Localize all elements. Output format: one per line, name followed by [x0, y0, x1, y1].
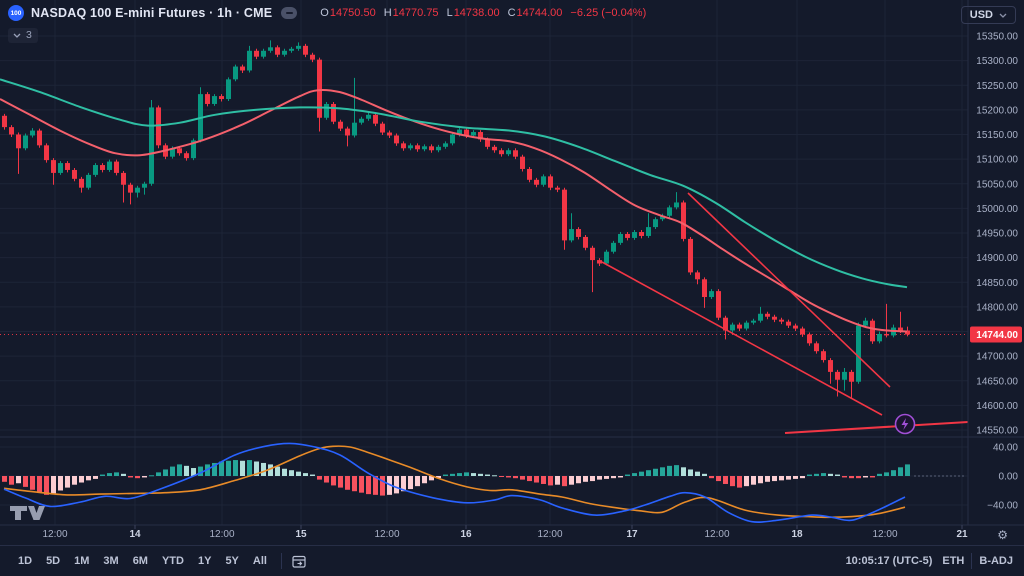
- trendline-upper[interactable]: [687, 192, 891, 388]
- symbol-title[interactable]: NASDAQ 100 E-mini Futures · 1h · CME: [31, 6, 273, 20]
- clock[interactable]: 10:05:17 (UTC-5): [845, 555, 933, 567]
- close-value: 14744.00: [516, 7, 563, 19]
- svg-text:14700.00: 14700.00: [976, 352, 1018, 363]
- chevron-down-icon: [13, 33, 21, 38]
- symbol-logo-badge: 100: [8, 5, 24, 21]
- session-eth[interactable]: ETH: [942, 555, 965, 567]
- indicators-collapse-toggle[interactable]: 3: [8, 28, 38, 43]
- svg-text:15200.00: 15200.00: [976, 105, 1018, 116]
- svg-text:12:00: 12:00: [42, 529, 67, 540]
- plot-layers: [0, 40, 968, 523]
- bottom-toolbar: 1D 5D 1M 3M 6M YTD 1Y 5Y All 10:05:17 (UTC-5) ET…: [0, 545, 1024, 576]
- svg-text:12:00: 12:00: [872, 529, 897, 540]
- svg-text:15150.00: 15150.00: [976, 130, 1018, 141]
- toolbar-status: 10:05:17 (UTC-5) ETH B-ADJ: [836, 553, 1013, 569]
- svg-text:12:00: 12:00: [537, 529, 562, 540]
- chart-area[interactable]: 15350.00 15300.00 15250.00 15200.00 15150.00…: [0, 0, 1024, 545]
- svg-text:14850.00: 14850.00: [976, 278, 1018, 289]
- macd-histogram[interactable]: [2, 460, 910, 496]
- trendline-lower[interactable]: [601, 261, 883, 416]
- svg-text:15300.00: 15300.00: [976, 56, 1018, 67]
- svg-text:14950.00: 14950.00: [976, 229, 1018, 240]
- svg-text:15: 15: [295, 529, 307, 540]
- macd-line[interactable]: [3, 442, 906, 523]
- price-axis-labels[interactable]: 15350.00 15300.00 15250.00 15200.00 15150.00…: [976, 32, 1018, 512]
- visibility-toggle-icon[interactable]: [281, 7, 298, 19]
- change-value: −6.25 (−0.04%): [570, 7, 647, 19]
- ma-slow-line[interactable]: [0, 78, 908, 289]
- tradingview-watermark: [10, 506, 45, 520]
- ohlc-readout: O 14750.50 H 14770.75 L 14738.00 C 14744.00 …: [320, 7, 646, 19]
- range-button-ytd[interactable]: YTD: [161, 555, 184, 567]
- go-to-date-button[interactable]: [291, 553, 308, 570]
- lightning-icon: [901, 418, 909, 430]
- low-value: 14738.00: [453, 7, 500, 19]
- high-label: H: [383, 7, 392, 19]
- currency-dropdown[interactable]: USD: [960, 6, 1016, 24]
- svg-text:15100.00: 15100.00: [976, 155, 1018, 166]
- svg-text:15050.00: 15050.00: [976, 179, 1018, 190]
- currency-label: USD: [969, 9, 993, 21]
- open-label: O: [320, 7, 329, 19]
- low-label: L: [446, 7, 453, 19]
- symbol-header: 100 NASDAQ 100 E-mini Futures · 1h · CME…: [0, 0, 646, 26]
- toolbar-divider: [971, 553, 973, 569]
- macd-signal-line[interactable]: [3, 445, 906, 519]
- svg-text:14744.00: 14744.00: [976, 330, 1018, 341]
- svg-text:14: 14: [129, 529, 141, 540]
- chart-canvas[interactable]: 15350.00 15300.00 15250.00 15200.00 15150.00…: [0, 0, 1024, 545]
- chart-settings-gear-icon[interactable]: ⚙: [997, 528, 1008, 542]
- svg-text:0.00: 0.00: [999, 472, 1019, 483]
- calendar-icon: [292, 555, 306, 568]
- chart-background: [0, 0, 1024, 545]
- range-button-5d[interactable]: 5D: [46, 555, 61, 567]
- svg-text:−40.00: −40.00: [987, 501, 1018, 512]
- range-button-6m[interactable]: 6M: [132, 555, 148, 567]
- minus-icon: [285, 12, 293, 14]
- svg-text:14900.00: 14900.00: [976, 253, 1018, 264]
- svg-text:17: 17: [626, 529, 638, 540]
- range-button-all[interactable]: All: [252, 555, 267, 567]
- svg-text:16: 16: [460, 529, 472, 540]
- adjustment-badj[interactable]: B-ADJ: [979, 555, 1013, 567]
- support-ray[interactable]: [784, 421, 968, 434]
- open-value: 14750.50: [329, 7, 376, 19]
- svg-text:12:00: 12:00: [704, 529, 729, 540]
- svg-text:12:00: 12:00: [374, 529, 399, 540]
- range-button-3m[interactable]: 3M: [103, 555, 119, 567]
- chevron-down-icon: [999, 13, 1007, 18]
- range-button-list: 1D 5D 1M 3M 6M YTD 1Y 5Y All: [11, 555, 274, 567]
- range-buttons: 1D 5D 1M 3M 6M YTD 1Y 5Y All: [11, 553, 308, 570]
- close-label: C: [507, 7, 516, 19]
- alert-badge[interactable]: [894, 413, 916, 435]
- svg-text:14800.00: 14800.00: [976, 302, 1018, 313]
- svg-text:14600.00: 14600.00: [976, 401, 1018, 412]
- range-button-5y[interactable]: 5Y: [225, 555, 239, 567]
- toolbar-divider: [280, 553, 282, 569]
- high-value: 14770.75: [392, 7, 439, 19]
- indicators-count: 3: [26, 29, 32, 41]
- range-button-1d[interactable]: 1D: [18, 555, 33, 567]
- svg-text:15350.00: 15350.00: [976, 32, 1018, 43]
- svg-text:15000.00: 15000.00: [976, 204, 1018, 215]
- svg-text:18: 18: [791, 529, 803, 540]
- svg-text:14550.00: 14550.00: [976, 426, 1018, 437]
- svg-text:14650.00: 14650.00: [976, 376, 1018, 387]
- svg-text:40.00: 40.00: [993, 443, 1018, 454]
- time-axis-labels[interactable]: 12:00 14 12:00 15 12:00 16 12:00 17 12:00 18 12:00…: [42, 525, 968, 540]
- range-button-1y[interactable]: 1Y: [197, 555, 212, 567]
- current-price-label: 14744.00: [970, 326, 1022, 343]
- svg-text:21: 21: [956, 529, 968, 540]
- svg-text:12:00: 12:00: [209, 529, 234, 540]
- svg-text:15250.00: 15250.00: [976, 81, 1018, 92]
- range-button-1m[interactable]: 1M: [74, 555, 90, 567]
- candles-layer[interactable]: [2, 40, 910, 399]
